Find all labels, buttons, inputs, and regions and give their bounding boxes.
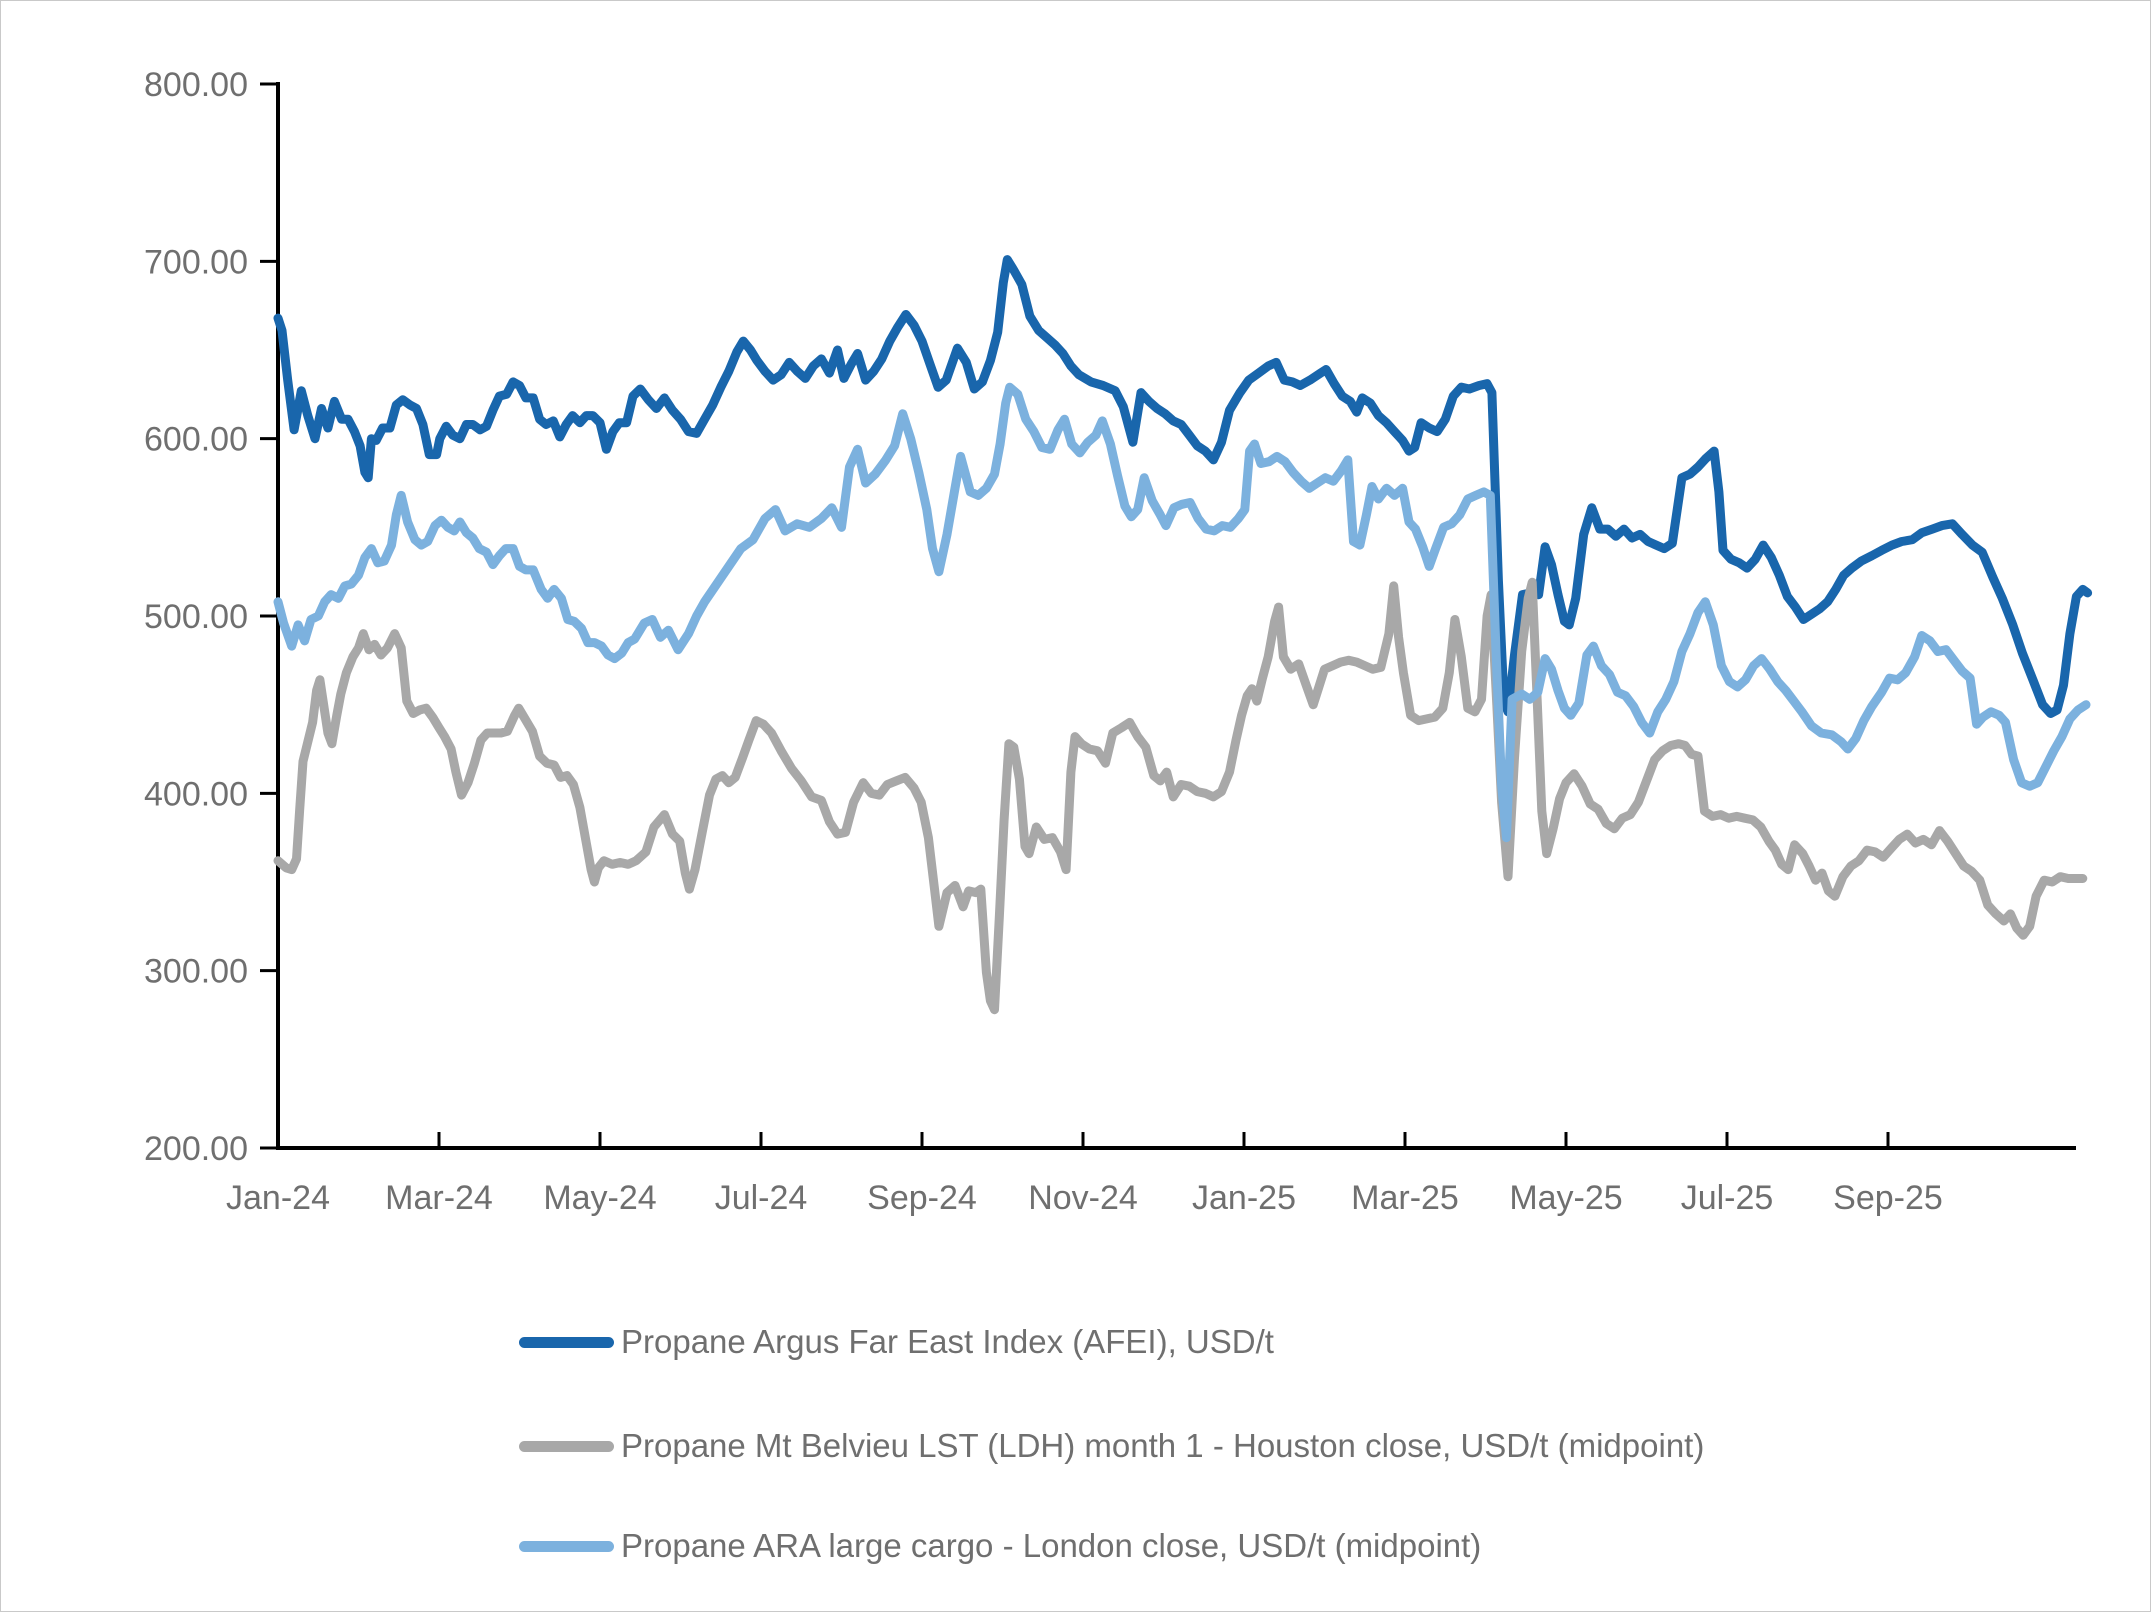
series-line-1 <box>273 577 2088 1015</box>
x-tick-label: Jan-25 <box>1192 1179 1296 1217</box>
x-tick-label: May-24 <box>543 1179 656 1217</box>
x-tick-label: Jul-24 <box>715 1179 808 1217</box>
x-tick-label: Sep-25 <box>1833 1179 1943 1217</box>
y-tick-label: 500.00 <box>144 598 248 636</box>
series-line-2 <box>273 382 2091 843</box>
x-tick-label: Sep-24 <box>867 1179 977 1217</box>
x-tick-label: Mar-24 <box>385 1179 493 1217</box>
x-tick-label: Nov-24 <box>1028 1179 1138 1217</box>
y-tick-label: 700.00 <box>144 243 248 281</box>
series-line-0 <box>273 255 2093 718</box>
series-lines <box>273 255 2093 1015</box>
x-tick-label: Mar-25 <box>1351 1179 1459 1217</box>
y-tick-label: 600.00 <box>144 421 248 459</box>
x-tick-label: Jul-25 <box>1681 1179 1774 1217</box>
y-tick-label: 300.00 <box>144 953 248 991</box>
x-tick-label: May-25 <box>1509 1179 1622 1217</box>
y-tick-label: 200.00 <box>144 1130 248 1168</box>
x-tick-label: Jan-24 <box>226 1179 330 1217</box>
y-tick-label: 400.00 <box>144 775 248 813</box>
y-tick-label: 800.00 <box>144 66 248 104</box>
axes: 800.00 700.00 600.00 500.00 400.00 300.00 200.… <box>144 66 2076 1217</box>
